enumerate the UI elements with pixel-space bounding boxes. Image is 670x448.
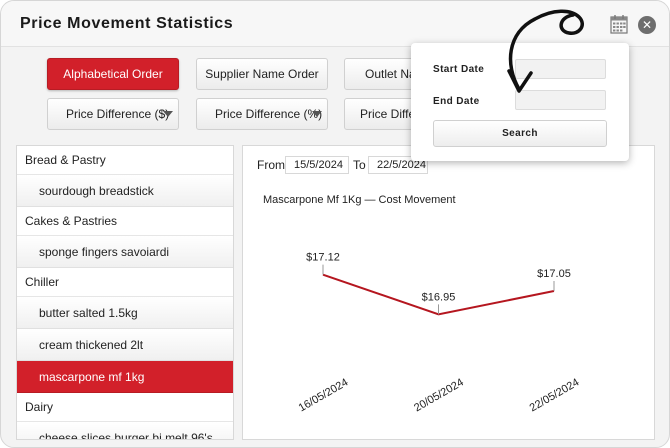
- close-icon[interactable]: ✕: [638, 16, 656, 34]
- from-label: From: [257, 158, 285, 172]
- category-header: Chiller: [17, 268, 233, 297]
- list-item[interactable]: sponge fingers savoiardi: [17, 236, 233, 268]
- chart-panel: From 15/5/2024 To 22/5/2024 Mascarpone M…: [242, 145, 655, 440]
- x-tick-label: 20/05/2024: [412, 376, 466, 414]
- category-header: Bread & Pastry: [17, 146, 233, 175]
- to-label: To: [353, 158, 366, 172]
- end-date-input[interactable]: [515, 90, 606, 110]
- cost-movement-chart: $17.12 16/05/2024 $16.95 20/05/2024 $17.05 22…: [297, 252, 582, 415]
- alphabetical-order-button[interactable]: Alphabetical Order: [47, 58, 179, 90]
- chart-title: Mascarpone Mf 1Kg — Cost Movement: [263, 194, 456, 206]
- category-header: Cakes & Pastries: [17, 207, 233, 236]
- to-date-field[interactable]: 22/5/2024: [368, 156, 428, 174]
- curved-arrow-icon: [507, 9, 584, 93]
- start-date-label: Start Date: [433, 64, 485, 75]
- list-item-selected[interactable]: mascarpone mf 1kg: [17, 361, 233, 393]
- start-date-input[interactable]: [515, 59, 606, 79]
- select-label: Price Difference ($): [66, 107, 170, 121]
- caret-down-icon: [312, 111, 322, 117]
- from-date-field[interactable]: 15/5/2024: [285, 156, 349, 174]
- list-item[interactable]: cream thickened 2lt: [17, 329, 233, 361]
- product-list-panel: Bread & Pastry sourdough breadstick Cake…: [16, 145, 234, 440]
- calendar-icon[interactable]: [610, 14, 628, 34]
- search-button[interactable]: Search: [433, 120, 607, 147]
- end-date-label: End Date: [433, 96, 480, 107]
- x-tick-label: 22/05/2024: [528, 376, 582, 414]
- list-item[interactable]: butter salted 1.5kg: [17, 297, 233, 329]
- date-filter-popup: Start Date End Date Search: [411, 43, 629, 161]
- data-label: $17.05: [537, 268, 571, 280]
- category-header: Dairy: [17, 393, 233, 422]
- x-tick-label: 16/05/2024: [297, 376, 351, 414]
- data-label: $16.95: [422, 291, 456, 303]
- data-label: $17.12: [306, 252, 340, 264]
- list-item[interactable]: sourdough breadstick: [17, 175, 233, 207]
- window-header: Price Movement Statistics ✕: [1, 1, 669, 47]
- supplier-name-order-button[interactable]: Supplier Name Order: [196, 58, 328, 90]
- price-difference-dollar-select[interactable]: Price Difference ($): [47, 98, 179, 130]
- list-item[interactable]: cheese slices burger bi melt 96's: [17, 422, 233, 439]
- caret-down-icon: [163, 111, 173, 117]
- price-difference-percent-select[interactable]: Price Difference (%): [196, 98, 328, 130]
- page-title: Price Movement Statistics: [20, 15, 234, 32]
- select-label: Price Difference (%): [215, 107, 323, 121]
